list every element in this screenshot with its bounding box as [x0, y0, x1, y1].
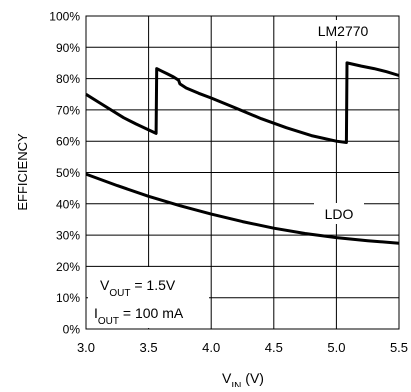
x-axis-label-main: V — [222, 370, 232, 386]
vout-sub: OUT — [109, 288, 130, 299]
vout-main: V — [100, 277, 110, 293]
vout-condition: VOUT = 1.5V — [100, 277, 176, 299]
ldo-series-label: LDO — [325, 206, 354, 222]
iout-sub: OUT — [98, 316, 119, 327]
y-tick-label: 90% — [56, 41, 80, 55]
x-axis-label-unit: (V) — [241, 370, 264, 386]
x-tick-label: 3.0 — [77, 340, 95, 355]
series-line-lm2770 — [85, 61, 400, 144]
plot-frame — [85, 15, 400, 330]
y-tick-label: 20% — [56, 260, 80, 274]
y-axis-label: EFFICIENCY — [15, 133, 30, 211]
x-tick-label: 5.5 — [390, 340, 408, 355]
y-tick-label: 40% — [56, 197, 80, 211]
iout-rest: = 100 mA — [119, 305, 184, 321]
ldo-label-bg — [314, 203, 364, 224]
series-line-ldo — [85, 172, 400, 245]
y-tick-label: 80% — [56, 72, 80, 86]
y-tick-label: 60% — [56, 135, 80, 149]
x-tick-label: 5.0 — [327, 340, 345, 355]
y-tick-label: 0% — [63, 323, 81, 337]
y-tick-label: 30% — [56, 229, 80, 243]
conditions-box — [88, 267, 209, 328]
y-tick-labels: 0% 10% 20% 30% 40% 50% 60% 70% 80% 90% 100% — [49, 10, 80, 337]
y-tick-label: 10% — [56, 291, 80, 305]
lm2770-label-bg — [309, 20, 377, 41]
series-lines — [85, 61, 400, 245]
iout-main: I — [94, 305, 98, 321]
x-tick-label: 4.5 — [265, 340, 283, 355]
x-axis-label-sub: IN — [231, 381, 241, 388]
y-tick-label: 50% — [56, 166, 80, 180]
iout-condition: IOUT = 100 mA — [94, 305, 184, 327]
x-axis-label: VIN (V) — [222, 370, 264, 387]
x-tick-label: 4.0 — [202, 340, 220, 355]
y-tick-label: 70% — [56, 103, 80, 117]
vout-rest: = 1.5V — [130, 277, 175, 293]
x-tick-label: 3.5 — [140, 340, 158, 355]
lm2770-series-label: LM2770 — [318, 23, 369, 39]
y-tick-label: 100% — [49, 10, 80, 24]
x-tick-labels: 3.0 3.5 4.0 4.5 5.0 5.5 — [77, 340, 408, 355]
